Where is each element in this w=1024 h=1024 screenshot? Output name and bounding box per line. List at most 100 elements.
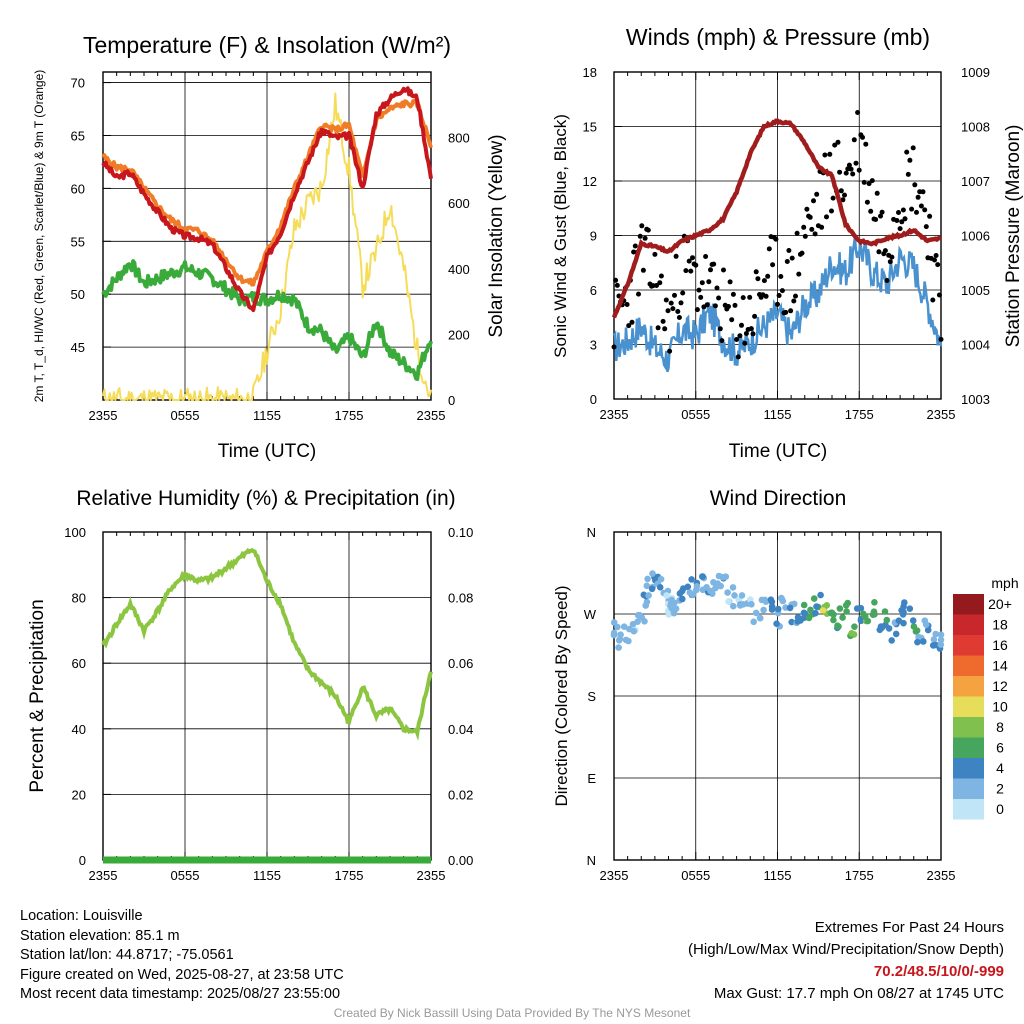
y-tick-label: E <box>587 771 596 786</box>
gust-point <box>690 255 695 261</box>
direction-point <box>900 608 907 616</box>
direction-point <box>871 599 878 606</box>
gust-point <box>907 157 913 163</box>
direction-point <box>836 605 844 612</box>
gust-point <box>675 309 681 314</box>
gust-point <box>814 191 820 197</box>
gust-point <box>843 170 849 176</box>
direction-point <box>663 592 670 599</box>
gust-point <box>642 235 648 241</box>
direction-point <box>786 604 794 612</box>
gust-point <box>791 298 797 304</box>
y2-tick-label: 1009 <box>961 65 990 80</box>
gust-point <box>752 313 758 319</box>
direction-point <box>774 605 782 613</box>
gust-point <box>897 226 903 232</box>
gust-point <box>613 277 619 283</box>
direction-point <box>648 585 656 593</box>
direction-point <box>937 631 945 638</box>
gust-point <box>801 224 807 230</box>
direction-point <box>909 617 917 624</box>
gust-point <box>662 326 668 332</box>
y2-axis-label: Station Pressure (Maroon) <box>1003 125 1024 348</box>
direction-point <box>684 583 692 591</box>
gust-point <box>864 199 870 205</box>
solar-line <box>102 92 432 401</box>
gust-point <box>778 274 784 279</box>
x-tick-label: 1155 <box>253 868 281 883</box>
humidity-panel <box>101 531 433 864</box>
y-tick-label: 80 <box>72 591 86 606</box>
y-axis-label: 2m T, T_d, HI/WC (Red, Green, Scarlet/Bl… <box>32 70 46 403</box>
gust-point <box>884 278 890 283</box>
y2-tick-label: 1007 <box>961 174 990 189</box>
y-tick-label: 18 <box>583 65 597 80</box>
gust-point <box>794 230 800 236</box>
gust-point <box>711 261 717 267</box>
gust-point <box>663 297 669 303</box>
gust-point <box>683 268 689 274</box>
y-tick-label: W <box>584 607 597 622</box>
direction-point <box>693 583 701 590</box>
direction-point <box>900 603 907 610</box>
x-tick-label: 2355 <box>89 868 118 883</box>
gust-point <box>889 254 895 260</box>
gust-point <box>624 302 630 307</box>
direction-point <box>851 623 858 630</box>
direction-point <box>615 644 622 651</box>
gust-point <box>698 294 704 300</box>
direction-point <box>748 601 755 608</box>
gust-point <box>799 250 805 256</box>
y-tick-label: 65 <box>71 128 85 143</box>
direction-point <box>843 608 850 615</box>
direction-point <box>779 597 787 605</box>
direction-point <box>924 626 932 634</box>
x-tick-label: 0555 <box>171 868 200 883</box>
legend-swatch <box>953 737 984 758</box>
direction-point <box>857 617 865 625</box>
y-tick-label: N <box>587 525 596 540</box>
direction-point <box>699 573 706 580</box>
y-tick-label: 9 <box>590 229 597 244</box>
direction-point <box>900 619 907 627</box>
direction-point <box>649 570 656 577</box>
direction-point <box>622 636 630 644</box>
gust-point <box>827 151 833 157</box>
gust-point <box>923 224 929 230</box>
gust-point <box>802 233 808 239</box>
gust-point <box>632 243 638 249</box>
gust-point <box>804 206 810 212</box>
gust-point <box>784 259 790 264</box>
gust-point <box>658 273 664 279</box>
y-tick-label: 60 <box>72 656 86 671</box>
gust-point <box>763 293 769 299</box>
gust-point <box>840 197 846 203</box>
gust-point <box>855 110 861 115</box>
gust-point <box>856 167 862 173</box>
gust-point <box>783 309 789 315</box>
gust-point <box>866 181 872 187</box>
y2-tick-label: 600 <box>448 196 470 211</box>
chart-title: Temperature (F) & Insolation (W/m²) <box>83 32 451 58</box>
gust-point <box>910 145 916 151</box>
gust-point <box>719 338 725 344</box>
y-axis-label: Sonic Wind & Gust (Blue, Black) <box>551 114 570 358</box>
x-tick-label: 2355 <box>927 407 956 422</box>
gust-point <box>712 303 718 309</box>
x-tick-label: 2355 <box>89 408 118 423</box>
direction-point <box>760 606 767 614</box>
y-tick-label: 100 <box>64 525 86 540</box>
chart-title: Winds (mph) & Pressure (mb) <box>626 24 930 50</box>
gust-point <box>773 236 779 242</box>
direction-point <box>853 605 861 612</box>
direction-point <box>671 599 678 607</box>
gust-point <box>846 162 852 168</box>
gust-point <box>896 210 901 215</box>
direction-point <box>750 618 757 626</box>
gust-point <box>832 142 838 148</box>
legend-swatch <box>953 758 984 779</box>
gust-point <box>851 137 857 143</box>
legend-swatch <box>953 778 984 799</box>
y-axis-label: Percent & Precipitation <box>27 599 48 792</box>
gust-point <box>721 267 726 273</box>
